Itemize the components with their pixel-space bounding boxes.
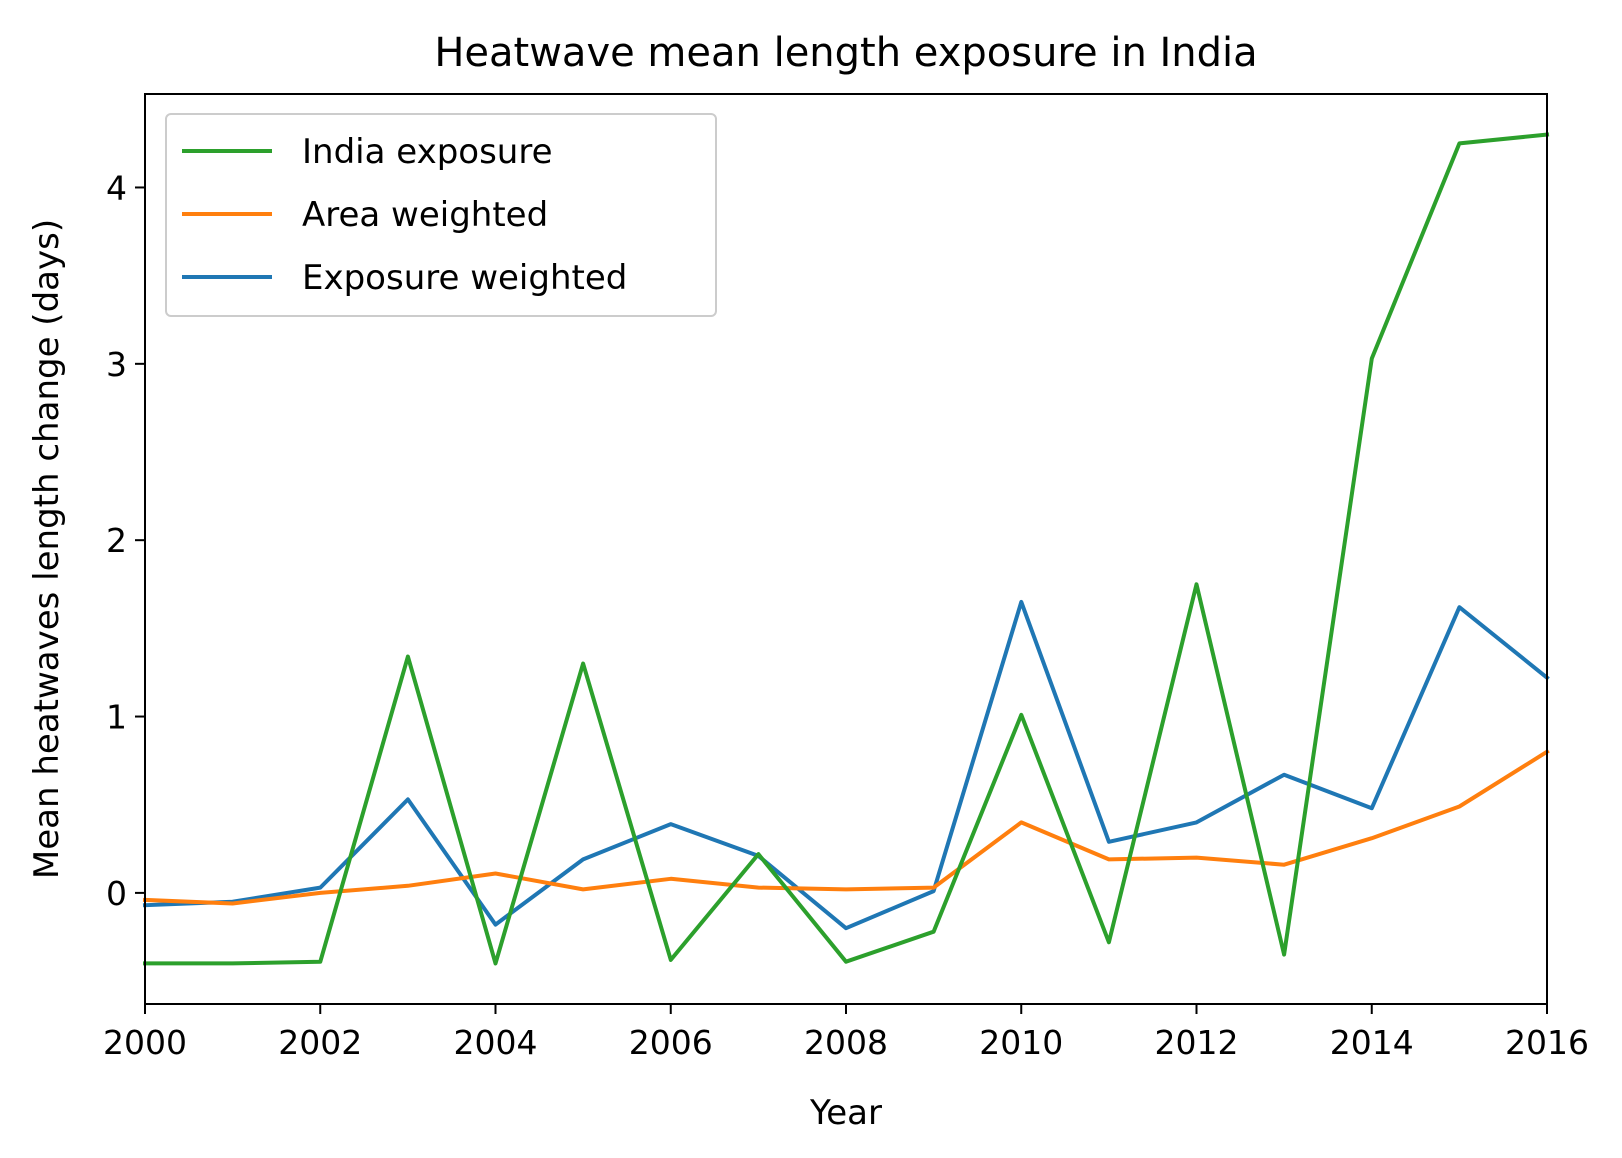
x-axis: 2000 2002 2004 2006 2008 2010 2012 2014 2016 [103, 1004, 1589, 1062]
y-tick-label: 1 [106, 698, 127, 737]
chart-title: Heatwave mean length exposure in India [434, 30, 1257, 76]
x-tick-label: 2004 [454, 1023, 538, 1062]
x-tick-label: 2002 [278, 1023, 362, 1062]
legend: India exposure Area weighted Exposure weig… [165, 113, 717, 317]
series-line-exposure-weighted [142, 599, 1550, 931]
legend-label-india-exposure: India exposure [302, 132, 552, 172]
y-axis: 0 1 2 3 4 [106, 168, 145, 913]
x-tick-label: 2012 [1155, 1023, 1239, 1062]
series-line-area-weighted [142, 749, 1550, 906]
series-layer [142, 132, 1550, 966]
x-tick-label: 2000 [103, 1023, 187, 1062]
x-tick-label: 2010 [979, 1023, 1063, 1062]
legend-label-exposure-weighted: Exposure weighted [302, 258, 627, 298]
y-tick-label: 0 [106, 874, 127, 913]
legend-label-area-weighted: Area weighted [302, 195, 548, 235]
series-line-india-exposure [143, 132, 1550, 966]
legend-box [165, 113, 717, 317]
x-axis-label: Year [809, 1093, 882, 1133]
x-tick-label: 2016 [1505, 1023, 1589, 1062]
y-tick-label: 2 [106, 521, 127, 560]
y-axis-label: Mean heatwaves length change (days) [27, 219, 67, 879]
y-tick-label: 3 [106, 345, 127, 384]
x-tick-label: 2006 [629, 1023, 713, 1062]
y-tick-label: 4 [106, 168, 127, 207]
x-tick-label: 2008 [804, 1023, 888, 1062]
x-tick-label: 2014 [1330, 1023, 1414, 1062]
